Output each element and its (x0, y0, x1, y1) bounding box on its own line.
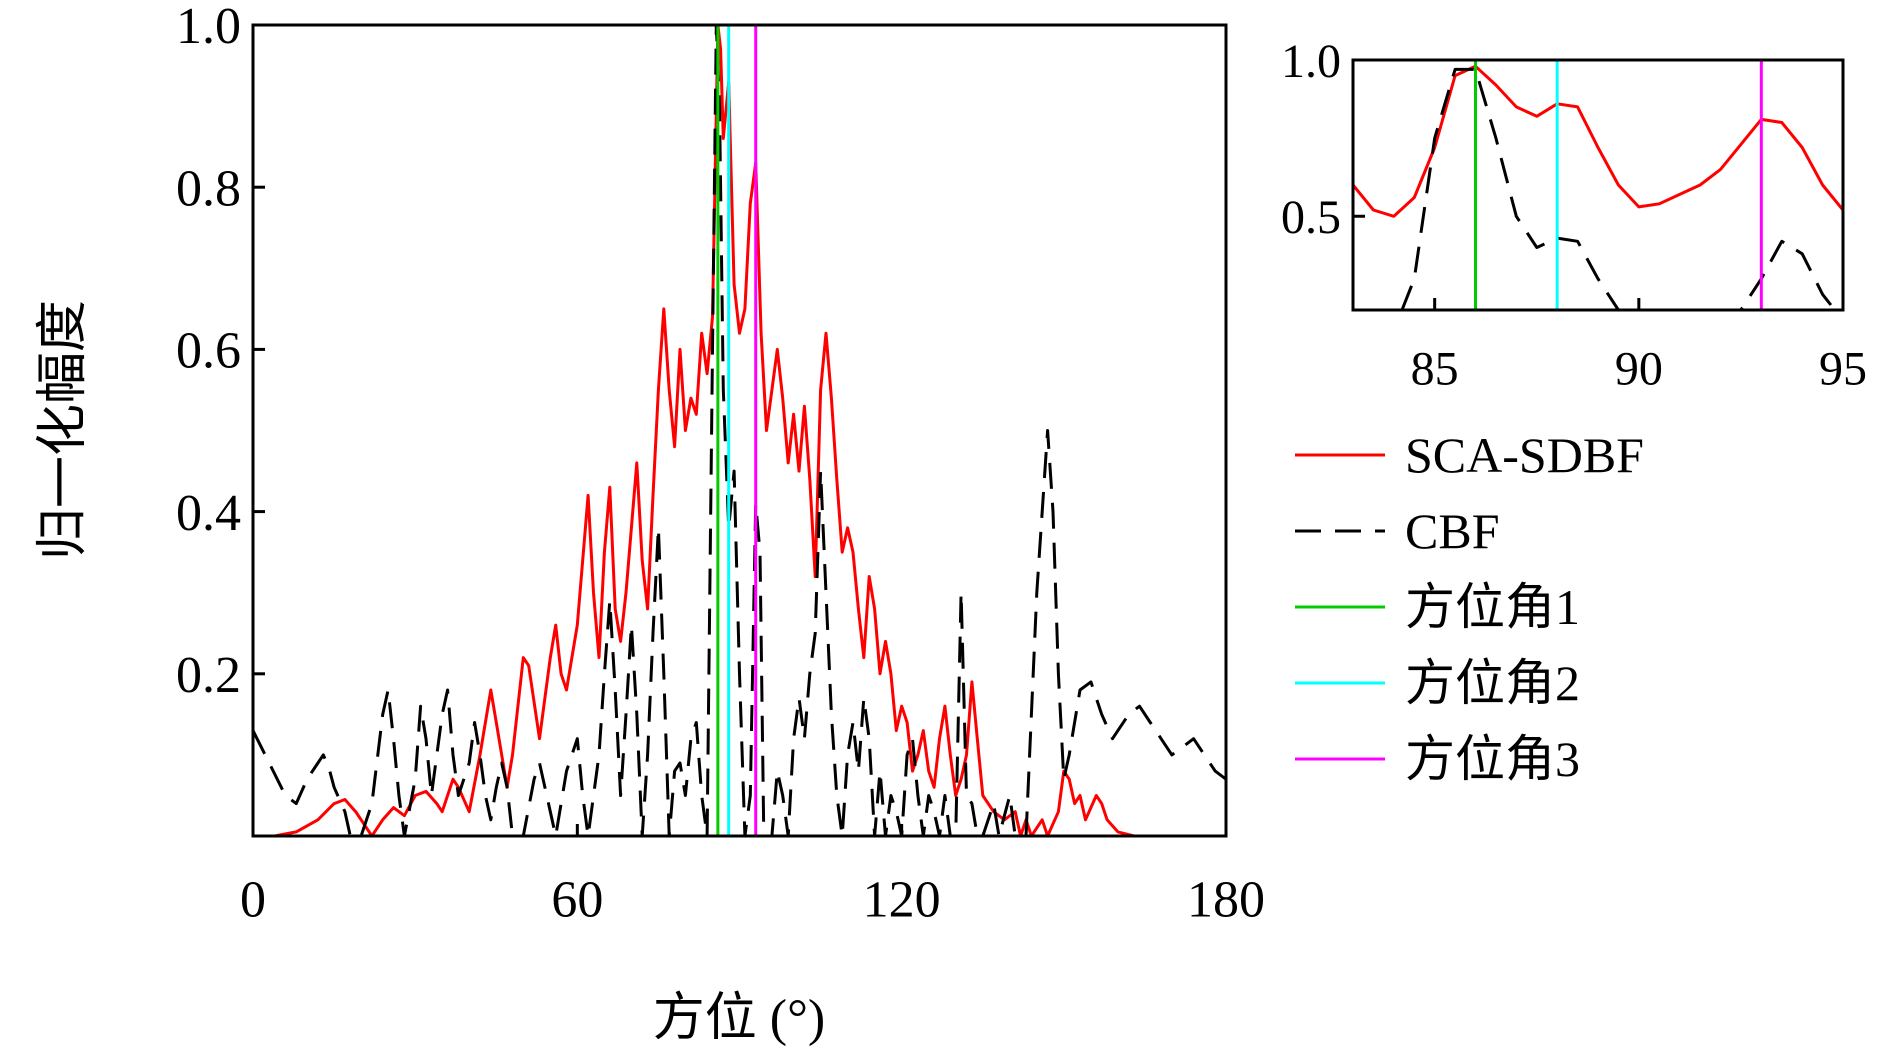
inset-series-group (1353, 60, 1843, 310)
inset-y-tick-label: 0.5 (1281, 191, 1341, 244)
inset-chart: 0.5 1.0 85 90 95 (1281, 35, 1867, 396)
inset-y-ticks: 0.5 1.0 (1281, 35, 1365, 244)
legend: SCA-SDBF CBF 方位角1 方位角2 方位角3 (1295, 427, 1644, 787)
main-y-tick-label: 0.4 (176, 485, 241, 542)
main-series-group (253, 25, 1226, 836)
main-chart: 0.2 0.4 0.6 0.8 1.0 0 60 120 180 方位 (°) 归一化幅度 (35, 0, 1265, 1047)
main-y-tick-label: 0.6 (176, 323, 241, 380)
main-plot-frame (251, 23, 1228, 838)
inset-x-tick-label: 90 (1615, 342, 1663, 395)
main-y-ticks: 0.2 0.4 0.6 0.8 1.0 (176, 0, 265, 704)
main-y-tick-label: 0.2 (176, 647, 241, 704)
inset-x-tick-label: 95 (1819, 342, 1867, 395)
main-x-tick-label: 180 (1187, 872, 1265, 929)
main-x-tick-label: 120 (863, 872, 941, 929)
legend-label-方位角2: 方位角2 (1405, 655, 1580, 711)
main-series-sca-sdbf (253, 25, 1226, 836)
main-series-cbf (253, 25, 1226, 836)
y-axis-label: 归一化幅度 (35, 300, 92, 560)
inset-series-cbf (1400, 67, 1836, 310)
inset-x-ticks: 85 90 95 (1411, 298, 1867, 395)
inset-x-tick-label: 85 (1411, 342, 1459, 395)
legend-label-方位角1: 方位角1 (1405, 579, 1580, 635)
legend-label-sca-sdbf: SCA-SDBF (1405, 427, 1644, 483)
inset-series-sca-sdbf (1353, 64, 1843, 218)
inset-plot-frame (1351, 58, 1845, 312)
main-y-tick-label: 0.8 (176, 160, 241, 217)
legend-label-cbf: CBF (1405, 503, 1500, 559)
x-axis-label: 方位 (°) (653, 990, 825, 1047)
main-y-tick-label: 1.0 (176, 0, 241, 55)
inset-y-tick-label: 1.0 (1281, 35, 1341, 88)
main-x-tick-label: 60 (551, 872, 603, 929)
main-x-tick-label: 0 (240, 872, 266, 929)
legend-label-方位角3: 方位角3 (1405, 731, 1580, 787)
main-x-ticks: 0 60 120 180 (240, 824, 1265, 929)
